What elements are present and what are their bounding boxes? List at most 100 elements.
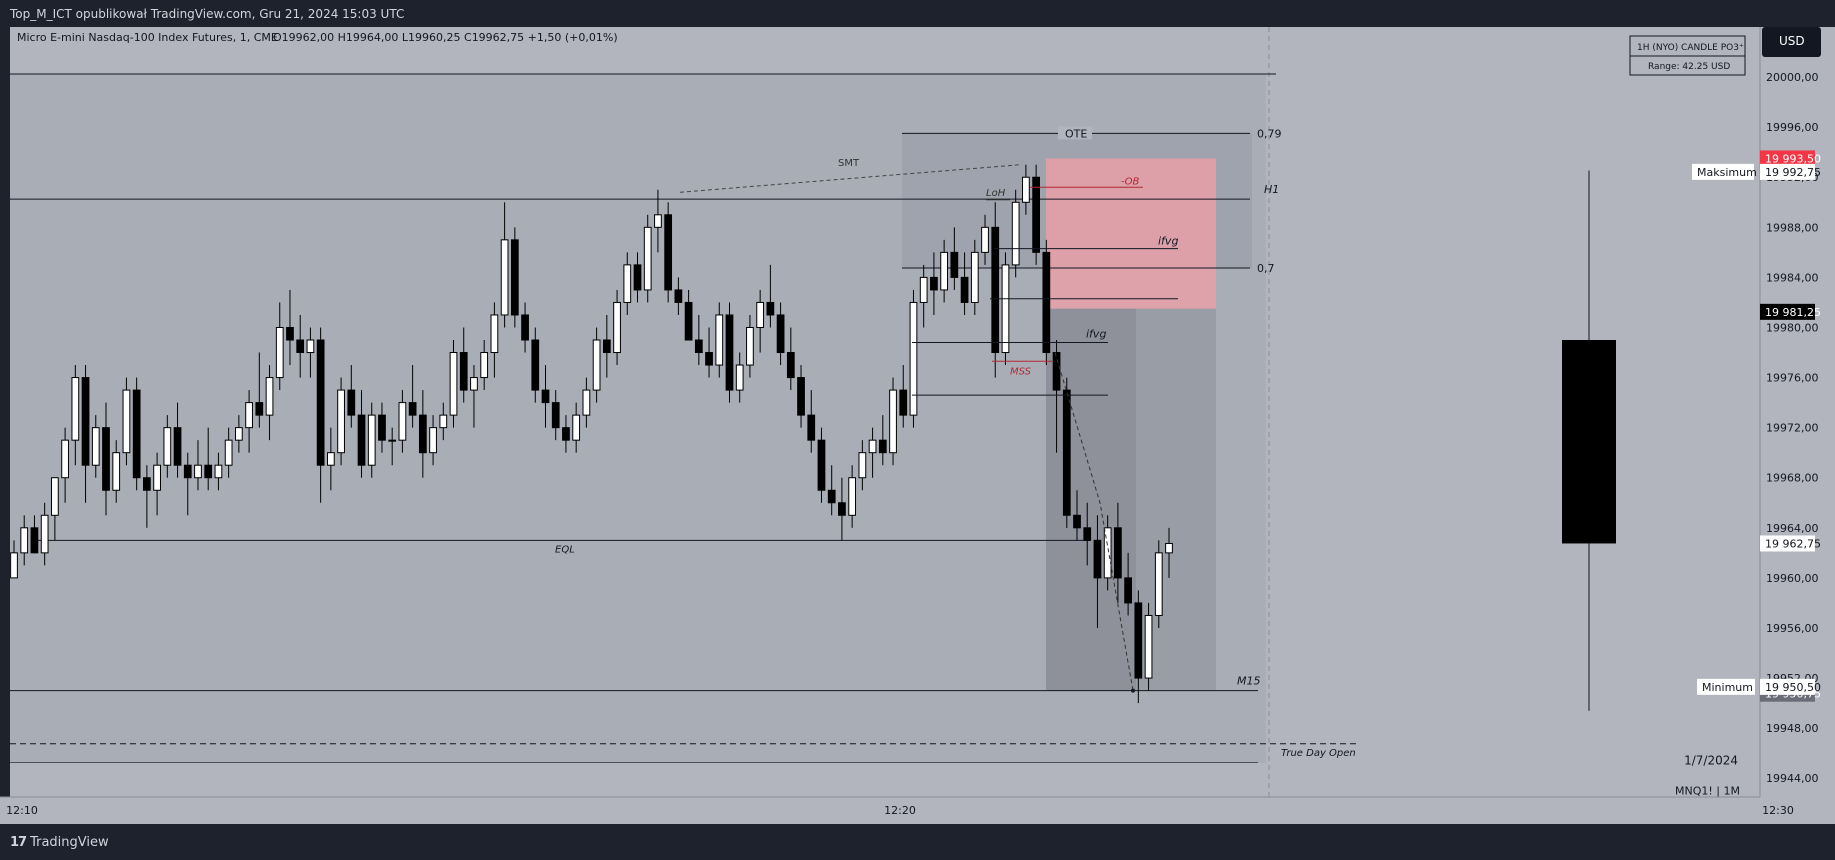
candle-body-down [1093, 539, 1102, 579]
ob-label: -OB [1121, 176, 1139, 187]
candle-body-down [132, 389, 141, 479]
candle [582, 377, 591, 428]
candle [102, 402, 110, 516]
candle [797, 365, 805, 428]
price-tick-label: 19960,00 [1766, 572, 1819, 585]
candle-body-up [275, 326, 284, 379]
candle-body-up [20, 527, 29, 554]
candle-body-down [143, 477, 151, 491]
projection-line [1054, 352, 1134, 691]
candle [81, 365, 90, 503]
publisher-text: Top_M_ICT opublikował TradingView.com, G… [10, 7, 405, 21]
candle [868, 427, 877, 478]
candle-body-up [858, 452, 867, 479]
mss-label: MSS [1010, 366, 1032, 377]
candle [684, 289, 693, 341]
candle-body-up [40, 514, 49, 554]
candle [930, 252, 938, 315]
candle [878, 415, 887, 466]
candle [439, 402, 448, 441]
indicator-box-bottom [1629, 55, 1746, 76]
candle-body-up [153, 464, 161, 491]
candle [122, 377, 131, 466]
candle-body-up [582, 389, 591, 416]
price-tag-red-bg [1760, 150, 1815, 167]
candle-body-up [848, 477, 857, 516]
candle [592, 327, 601, 403]
candle-body-up [1103, 527, 1112, 579]
candle [1042, 239, 1051, 366]
price-tick-label: 19988,00 [1766, 221, 1819, 234]
candle [449, 340, 458, 428]
candle [562, 415, 570, 453]
candle-body-down [878, 439, 887, 454]
candle-body-down [633, 264, 642, 291]
candle [960, 252, 969, 315]
candle-body-down [296, 339, 305, 354]
candle [296, 314, 305, 378]
candle-body-up [756, 301, 765, 328]
candle [500, 202, 509, 328]
candle-body-down [173, 427, 182, 466]
candle [470, 365, 478, 428]
candle-body-down [674, 289, 683, 303]
candle [1144, 602, 1153, 691]
symbol-ohlc: O19962,00 H19964,00 L19960,25 C19962,75 … [273, 31, 618, 44]
eql-label: EQL [555, 544, 575, 555]
candle-body-down [930, 276, 938, 291]
candle [735, 352, 744, 403]
candle [30, 515, 39, 554]
candle [1011, 189, 1020, 278]
candle [991, 202, 1000, 378]
candle [1124, 552, 1132, 616]
candle-body-up [1165, 542, 1173, 554]
candle-body-down [991, 226, 1000, 354]
candle [10, 540, 18, 579]
candle [418, 390, 427, 478]
candle-body-up [970, 251, 979, 303]
candle-body-down [81, 377, 90, 466]
candle [183, 452, 192, 516]
candle-body-down [286, 326, 294, 341]
candle [1062, 377, 1071, 528]
candle-body-down [378, 414, 386, 441]
price-tick-label: 19972,00 [1766, 422, 1819, 435]
tradingview-logo[interactable]: 17 TradingView [10, 835, 109, 850]
candle [286, 289, 294, 366]
symbol-name: Micro E-mini Nasdaq-100 Index Futures, 1… [17, 31, 278, 44]
candle [20, 515, 29, 566]
price-tag-current-bg [1760, 535, 1815, 552]
ote-label-bg [1058, 126, 1092, 140]
candlestick-chart[interactable]: SMT OTE 0,79 0,7 H1 EQL M15 True Day Open -OB LoH… [0, 27, 1835, 824]
candle [909, 289, 918, 428]
candle-body-down [1083, 527, 1092, 541]
candle [112, 440, 121, 503]
price-tick-label: 19984,00 [1766, 271, 1819, 284]
candle-body-up [572, 414, 581, 441]
tdo-label: True Day Open [1281, 748, 1356, 759]
candle [265, 365, 274, 441]
candle [1083, 502, 1092, 566]
candle [163, 415, 172, 478]
h1-label: H1 [1264, 183, 1279, 196]
candle [674, 277, 683, 315]
candle [1093, 515, 1102, 628]
candle-body-down [838, 502, 846, 516]
loh-label: LoH [986, 188, 1006, 199]
candle-body-down [357, 414, 366, 466]
candle [357, 390, 366, 478]
candle [817, 427, 826, 503]
candle-body-up [214, 464, 223, 479]
candle-body-up [735, 364, 744, 391]
candle-body-up [91, 427, 100, 466]
candle-body-up [306, 339, 315, 354]
candle [91, 415, 100, 478]
currency-button-bg[interactable] [1762, 27, 1821, 57]
candle-body-down [776, 314, 785, 354]
candle-body-down [807, 414, 816, 441]
candle [889, 377, 897, 466]
candle-body-up [490, 314, 499, 354]
candle-body-down [1114, 527, 1122, 579]
order-block-zone [1046, 158, 1216, 309]
candle-body-up [1154, 552, 1163, 616]
